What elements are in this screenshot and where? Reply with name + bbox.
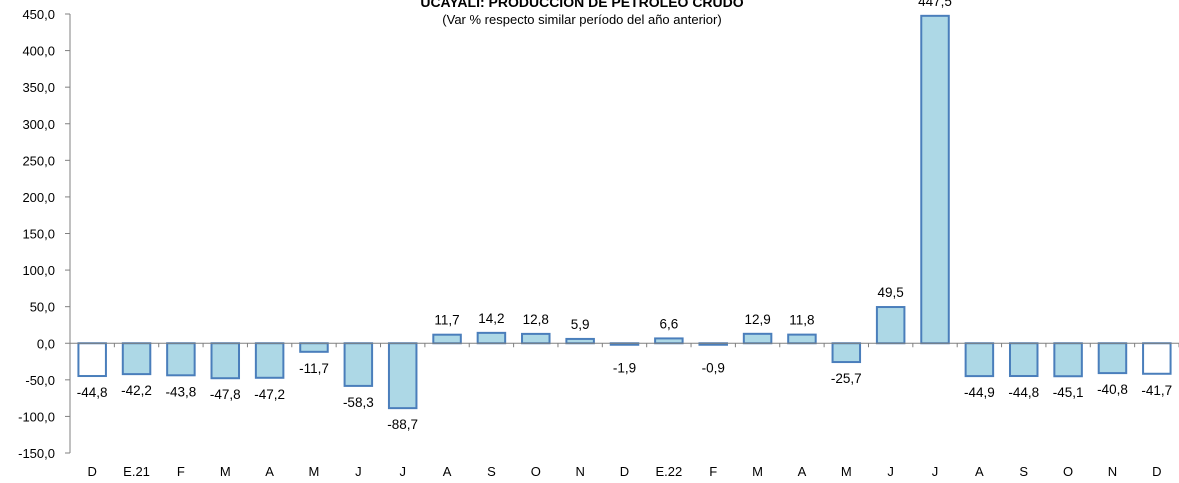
bar — [432, 333, 462, 345]
data-label: -58,3 — [343, 395, 374, 410]
x-tick-label: J — [932, 464, 939, 479]
bar — [1142, 342, 1172, 375]
data-label: -25,7 — [831, 371, 862, 386]
bar — [742, 332, 773, 345]
bar — [166, 342, 196, 377]
x-tick-label: E.21 — [123, 464, 150, 479]
bar — [1097, 342, 1128, 375]
data-label: -41,7 — [1141, 383, 1172, 398]
data-label: -44,8 — [77, 385, 108, 400]
y-tick-label: -50,0 — [25, 373, 55, 388]
bar — [831, 342, 862, 364]
bar — [476, 331, 507, 345]
data-label: -88,7 — [387, 417, 418, 432]
data-label: 447,5 — [918, 0, 952, 9]
x-tick-label: F — [709, 464, 717, 479]
bar — [1008, 342, 1039, 378]
data-label: 14,2 — [478, 311, 504, 326]
bar — [210, 342, 241, 380]
x-tick-label: M — [309, 464, 320, 479]
x-tick-label: A — [265, 464, 274, 479]
x-tick-label: E.22 — [655, 464, 682, 479]
x-tick-label: S — [487, 464, 496, 479]
bar — [565, 337, 595, 345]
x-tick-label: A — [798, 464, 807, 479]
bar — [521, 332, 551, 345]
bar — [387, 342, 418, 410]
x-tick-label: O — [531, 464, 541, 479]
x-tick-label: J — [399, 464, 406, 479]
y-tick-label: 200,0 — [22, 190, 55, 205]
x-axis: D E.21 F M A M J J A S O N D E.22 F M A M J J A S O N D — [69, 342, 1179, 479]
chart-title: UCAYALI: PRODUCCIÓN DE PETRÓLEO CRUDO — [420, 0, 743, 10]
bar — [254, 342, 285, 379]
data-label: 11,8 — [789, 313, 814, 328]
x-tick-label: N — [1108, 464, 1117, 479]
x-tick-label: A — [975, 464, 984, 479]
data-label: -47,8 — [210, 387, 241, 402]
data-labels-group: -44,8 -42,2 -43,8 -47,8 -47,2 -11,7 -58,3 -88,7… — [77, 0, 1172, 432]
x-tick-label: D — [1152, 464, 1161, 479]
x-tick-label: S — [1019, 464, 1028, 479]
bar — [654, 337, 684, 345]
x-tick-label: J — [887, 464, 894, 479]
data-label: -0,9 — [702, 360, 725, 375]
bar — [343, 342, 374, 387]
x-tick-label: N — [575, 464, 584, 479]
x-tick-label: D — [620, 464, 629, 479]
x-tick-label: A — [443, 464, 452, 479]
y-tick-label: 450,0 — [22, 7, 55, 22]
y-tick-label: 100,0 — [22, 263, 55, 278]
chart-subtitle: (Var % respecto similar período del año … — [442, 12, 721, 27]
x-tick-label: M — [841, 464, 852, 479]
data-label: 49,5 — [878, 285, 904, 300]
y-tick-label: 400,0 — [22, 44, 55, 59]
y-tick-label: 250,0 — [22, 153, 55, 168]
data-label: -11,7 — [299, 361, 329, 376]
data-label: 5,9 — [571, 317, 590, 332]
x-tick-label: F — [177, 464, 185, 479]
x-tick-label: M — [220, 464, 231, 479]
bar — [920, 14, 950, 345]
data-label: 12,8 — [523, 312, 549, 327]
y-tick-label: 50,0 — [30, 300, 55, 315]
x-tick-label: J — [355, 464, 362, 479]
data-label: -43,8 — [166, 384, 197, 399]
x-tick-label: D — [87, 464, 96, 479]
bar — [964, 342, 995, 378]
data-label: 11,7 — [434, 313, 459, 328]
data-label: 6,6 — [659, 316, 678, 331]
data-label: 12,9 — [744, 312, 770, 327]
x-tick-label: O — [1063, 464, 1073, 479]
bar — [121, 342, 152, 376]
y-tick-label: 150,0 — [22, 227, 55, 242]
data-label: -45,1 — [1053, 385, 1084, 400]
data-label: -44,9 — [964, 385, 995, 400]
bar — [1053, 342, 1083, 378]
bars-group — [77, 14, 1172, 410]
y-axis: -150,0 -100,0 -50,0 0,0 50,0 100,0 150,0 200,0 2… — [18, 7, 71, 461]
data-label: -47,2 — [254, 387, 285, 402]
data-label: -1,9 — [613, 360, 636, 375]
data-label: -44,8 — [1008, 385, 1039, 400]
bar — [299, 342, 329, 353]
data-label: -40,8 — [1097, 382, 1128, 397]
y-tick-label: -150,0 — [18, 446, 55, 461]
y-tick-label: -100,0 — [18, 409, 55, 424]
x-tick-label: M — [752, 464, 763, 479]
y-tick-label: 0,0 — [37, 336, 55, 351]
y-tick-label: 350,0 — [22, 80, 55, 95]
bar — [875, 306, 906, 345]
data-label: -42,2 — [121, 383, 152, 398]
y-tick-label: 300,0 — [22, 117, 55, 132]
bar — [77, 342, 107, 378]
bar — [787, 333, 817, 345]
